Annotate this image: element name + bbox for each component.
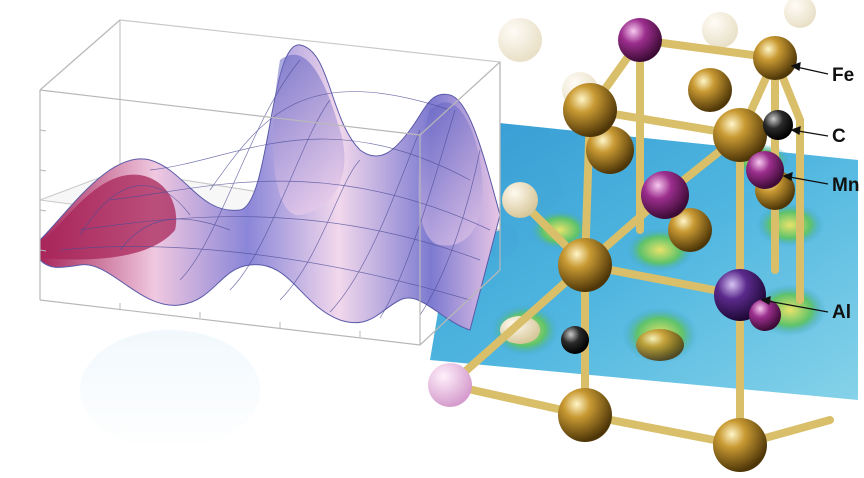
fe-atom bbox=[668, 208, 712, 252]
mn-atom bbox=[618, 18, 662, 62]
fe-atom bbox=[713, 108, 767, 162]
density-map-plane bbox=[430, 120, 858, 400]
atoms bbox=[428, 18, 797, 472]
surface-ridge-shade-2 bbox=[418, 102, 483, 246]
surface-ridge-shade bbox=[272, 54, 345, 216]
c-atom bbox=[561, 326, 589, 354]
mn-atom bbox=[641, 171, 689, 219]
fe-label: Fe bbox=[832, 65, 854, 86]
fe-atom bbox=[753, 36, 797, 80]
fe-atom bbox=[563, 83, 617, 137]
mn-label: Mn bbox=[832, 175, 859, 196]
c-atom bbox=[763, 110, 793, 140]
mn-atom bbox=[749, 299, 781, 331]
plot-tick-marks bbox=[39, 129, 361, 337]
fe-atom bbox=[586, 126, 634, 174]
mn-atom bbox=[428, 363, 472, 407]
al-label: Al bbox=[832, 302, 851, 323]
fe-atom bbox=[688, 68, 732, 112]
fe-atom bbox=[713, 418, 767, 472]
fe-atom bbox=[558, 238, 612, 292]
plot-box-edges bbox=[39, 19, 501, 346]
c-label: C bbox=[832, 126, 846, 147]
surface-grid-lines bbox=[59, 59, 491, 319]
fe-atom bbox=[558, 388, 612, 442]
mn-atom bbox=[746, 151, 784, 189]
surface-plot bbox=[39, 19, 501, 346]
surface-mesh bbox=[39, 44, 501, 331]
fe-atom bbox=[502, 182, 538, 218]
label-leaders bbox=[760, 62, 829, 313]
